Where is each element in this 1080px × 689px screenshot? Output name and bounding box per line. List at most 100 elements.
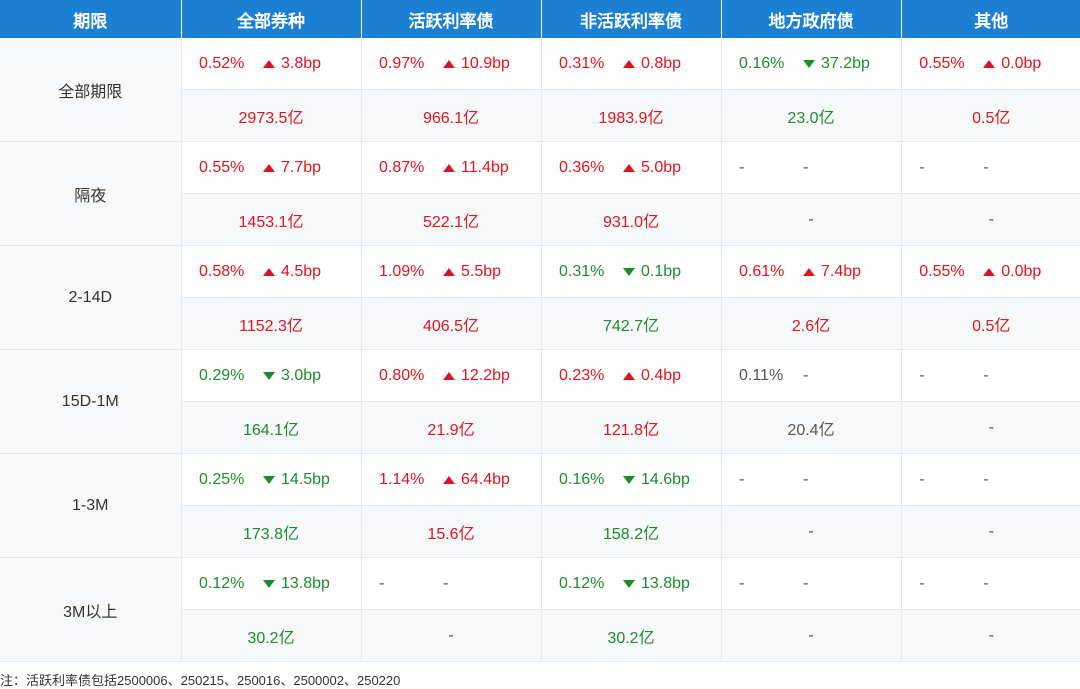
rate-value: 0.61% [739,262,785,280]
rate-cell: 0.55% 0.0bp [901,245,1080,298]
rate-value: 0.58% [199,262,245,280]
rate-change-value: 0.8bp [641,54,682,72]
rate-cell: 0.23% 0.4bp [541,349,722,402]
amount-cell: - [901,609,1080,662]
rate-change: - [803,159,883,177]
amount-cell: - [901,505,1080,558]
triangle-up-icon [263,163,275,172]
table-row-amounts: 173.8亿 15.6亿 158.2亿 - - [0,505,1080,558]
rate-cell: -- [361,557,542,610]
rate-value: 0.16% [739,54,785,72]
triangle-down-icon [263,371,275,380]
rate-change: 64.4bp [443,471,523,489]
rate-change: 0.0bp [983,55,1063,73]
rate-value: 0.36% [559,158,605,176]
rate-change-value: - [803,574,809,592]
rate-value: 0.97% [379,54,425,72]
amount-cell: 158.2亿 [541,505,722,558]
amount-cell: - [721,193,902,246]
triangle-up-icon [803,267,815,276]
rate-change: - [443,575,523,593]
rate-value: 0.23% [559,366,605,384]
rate-change-value: 5.0bp [641,158,682,176]
header-inactive-rate-bonds: 非活跃利率债 [541,0,722,38]
rate-cell: -- [721,557,902,610]
tenor-label: 隔夜 [0,141,182,246]
triangle-up-icon [443,475,455,484]
rate-change: 0.1bp [623,263,703,281]
amount-cell: 1152.3亿 [181,297,362,350]
table-row-rates: 全部期限 0.52% 3.8bp 0.97% 10.9bp 0.31% 0.8bp 0.16%… [0,38,1080,142]
table-row-amounts: 30.2亿 -30.2亿 - - [0,609,1080,662]
amount-cell: 522.1亿 [361,193,542,246]
rate-cell: -- [721,141,902,194]
rate-change-value: 37.2bp [821,54,870,72]
rate-cell: 0.55% 0.0bp [901,38,1080,90]
rate-change: 37.2bp [803,55,883,73]
rate-cell: 0.61% 7.4bp [721,245,902,298]
rate-change-value: 4.5bp [281,262,322,280]
rate-change: 11.4bp [443,159,523,177]
table-row-rates: 15D-1M 0.29% 3.0bp 0.80% 12.2bp 0.23% 0.4bp 0.1… [0,349,1080,454]
rate-value: - [919,574,925,592]
amount-cell: 15.6亿 [361,505,542,558]
rate-cell: 0.25% 14.5bp [181,453,362,506]
rate-change-value: 0.0bp [1001,262,1042,280]
tenor-label: 15D-1M [0,349,182,454]
rate-value: 1.09% [379,262,425,280]
amount-cell: 30.2亿 [541,609,722,662]
rate-change: 5.5bp [443,263,523,281]
tenor-label: 3M以上 [0,557,182,662]
rate-cell: -- [721,453,902,506]
amount-cell: 742.7亿 [541,297,722,350]
amount-cell: 20.4亿 [721,401,902,454]
rate-cell: 0.12% 13.8bp [541,557,722,610]
rate-cell: 0.58% 4.5bp [181,245,362,298]
bond-rate-table: 期限 全部券种 活跃利率债 非活跃利率债 地方政府债 其他 全部期限 0.52% 3… [0,0,1080,662]
rate-cell: -- [901,453,1080,506]
amount-cell: 23.0亿 [721,89,902,142]
amount-cell: 406.5亿 [361,297,542,350]
rate-change-value: 12.2bp [461,366,510,384]
table-body: 全部期限 0.52% 3.8bp 0.97% 10.9bp 0.31% 0.8bp 0.16%… [0,38,1080,662]
rate-cell: 0.31% 0.8bp [541,38,722,90]
rate-change: - [983,471,1063,489]
rate-cell: 0.87% 11.4bp [361,141,542,194]
rate-change-value: - [983,366,989,384]
table-row-amounts: 164.1亿 21.9亿 121.8亿 20.4亿 - [0,401,1080,454]
rate-change: 0.0bp [983,263,1063,281]
table-row-rates: 1-3M 0.25% 14.5bp 1.14% 64.4bp 0.16% 14.6bp - - -… [0,453,1080,558]
rate-cell: -- [901,557,1080,610]
header-active-rate-bonds: 活跃利率债 [361,0,542,38]
rate-change: - [803,575,883,593]
amount-cell: - [901,401,1080,454]
rate-change: 5.0bp [623,159,703,177]
triangle-up-icon [443,371,455,380]
rate-change: 3.8bp [263,55,343,73]
tenor-label: 全部期限 [0,38,182,142]
rate-change-value: 11.4bp [461,158,509,176]
tenor-label: 1-3M [0,453,182,558]
triangle-up-icon [443,59,455,68]
triangle-up-icon [443,267,455,276]
rate-value: - [919,470,925,488]
rate-value: 0.80% [379,366,425,384]
rate-change: - [983,159,1063,177]
rate-value: 0.25% [199,470,245,488]
amount-cell: - [361,609,542,662]
rate-change: 0.4bp [623,367,703,385]
rate-value: 0.52% [199,54,245,72]
rate-value: 0.29% [199,366,245,384]
table-row-rates: 2-14D 0.58% 4.5bp 1.09% 5.5bp 0.31% 0.1bp 0.61%… [0,245,1080,350]
table-row-amounts: 1453.1亿 522.1亿 931.0亿 - - [0,193,1080,246]
amount-cell: - [901,193,1080,246]
rate-value: 0.55% [919,262,965,280]
amount-cell: - [721,609,902,662]
rate-cell: 1.09% 5.5bp [361,245,542,298]
amount-cell: 121.8亿 [541,401,722,454]
triangle-up-icon [443,163,455,172]
triangle-up-icon [623,59,635,68]
rate-change: 7.4bp [803,263,883,281]
rate-cell: -- [901,141,1080,194]
triangle-down-icon [263,579,275,588]
